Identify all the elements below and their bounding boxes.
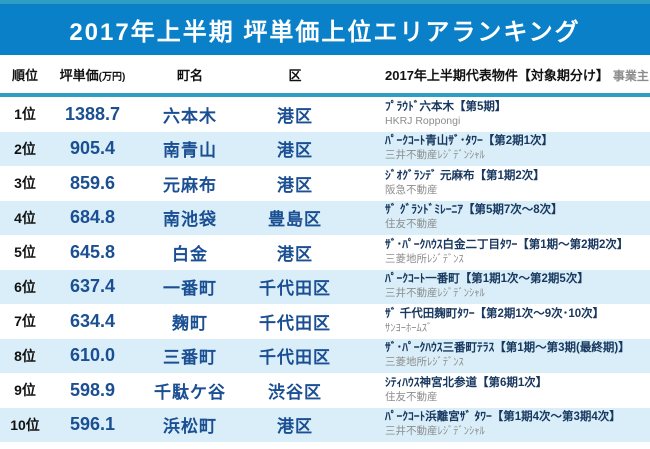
property-cell: ｻﾞ 千代田麹町ﾀﾜｰ【第2期1次～9次･10次】 ｻﾝﾖｰﾎｰﾑｽﾞ [345,307,650,336]
town-cell: 元麻布 [163,175,217,195]
town-cell: 南青山 [163,141,217,161]
ward-cell: 港区 [277,417,313,437]
property-name: ﾊﾟｰｸｺｰﾄ浜離宮ｻﾞ ﾀﾜｰ【第1期4次～第3期4次】 [385,411,621,424]
property-cell: ﾌﾟﾗｳﾄﾞ六本木【第5期】 HKRJ Roppongi [345,100,650,129]
ward-cell: 千代田区 [259,348,331,368]
developer-name: 三井不動産ﾚｼﾞﾃﾞﾝｼｬﾙ [385,149,485,162]
town-cell: 白金 [172,244,208,264]
property-cell: ﾊﾟｰｸｺｰﾄ青山ｻﾞ･ﾀﾜｰ【第2期1次】 三井不動産ﾚｼﾞﾃﾞﾝｼｬﾙ [345,134,650,163]
developer-name: 住友不動産 [385,390,438,403]
town-cell: 浜松町 [163,417,217,437]
property-cell: ﾊﾟｰｸｺｰﾄ浜離宮ｻﾞ ﾀﾜｰ【第1期4次～第3期4次】 三井不動産ﾚｼﾞﾃﾞﾝ… [345,410,650,439]
property-cell: ｻﾞ･ﾊﾟｰｸﾊｳｽ三番町ﾃﾗｽ【第1期～第3期(最終期)】 三菱地所ﾚｼﾞﾃﾞﾝ… [345,341,650,370]
ward-cell: 港区 [277,141,313,161]
developer-name: 三菱地所ﾚｼﾞﾃﾞﾝｽ [385,252,464,265]
price-cell: 596.1 [69,414,116,435]
ward-cell: 渋谷区 [268,382,322,402]
property-name: ﾊﾟｰｸｺｰﾄ一番町【第1期1次～第2期5次】 [385,273,589,286]
price-cell: 610.0 [69,345,116,366]
property-name: ｻﾞ･ﾊﾟｰｸﾊｳｽ白金二丁目ﾀﾜｰ【第1期～第2期2次】 [385,238,629,251]
property-name: ｼﾞｵｸﾞﾗﾝﾃﾞ 元麻布【第1期2次】 [385,169,545,182]
col-header-rank: 順位 [11,67,38,83]
ward-cell: 千代田区 [259,313,331,333]
property-name: ﾊﾟｰｸｺｰﾄ青山ｻﾞ･ﾀﾜｰ【第2期1次】 [385,135,554,148]
col-header-price-main: 坪単価 [59,67,99,83]
col-header-developer: 事業主 [612,68,649,83]
header-separator-line [0,93,650,97]
table-row: 6位 637.4 一番町 千代田区 ﾊﾟｰｸｺｰﾄ一番町【第1期1次～第2期5次】 三井不… [0,269,650,304]
table-row: 3位 859.6 元麻布 港区 ｼﾞｵｸﾞﾗﾝﾃﾞ 元麻布【第1期2次】 阪急不動産 [0,166,650,201]
town-cell: 六本木 [163,106,217,126]
col-header-price: 坪単価(万円) [50,65,135,84]
town-cell: 南池袋 [163,210,217,230]
col-header-town: 町名 [176,67,203,83]
price-cell: 598.9 [69,379,116,400]
ranking-table-body: 1位 1388.7 六本木 港区 ﾌﾟﾗｳﾄﾞ六本木【第5期】 HKRJ Roppongi… [0,97,650,442]
title-banner: 2017年上半期 坪単価上位エリアランキング [0,4,650,55]
rank-cell: 8位 [14,347,36,364]
developer-name: 三井不動産ﾚｼﾞﾃﾞﾝｼｬﾙ [385,425,485,438]
table-row: 10位 596.1 浜松町 港区 ﾊﾟｰｸｺｰﾄ浜離宮ｻﾞ ﾀﾜｰ【第1期4次～第3期4… [0,407,650,442]
ward-cell: 港区 [277,106,313,126]
table-row: 2位 905.4 南青山 港区 ﾊﾟｰｸｺｰﾄ青山ｻﾞ･ﾀﾜｰ【第2期1次】 三井不動産ﾚ… [0,131,650,166]
property-cell: ｻﾞ ｸﾞﾗﾝﾄﾞﾐﾚｰﾆｱ【第5期7次～8次】 住友不動産 [345,203,650,232]
developer-name: 三菱地所ﾚｼﾞﾃﾞﾝｽ [385,356,464,369]
ward-cell: 港区 [277,175,313,195]
rank-cell: 6位 [14,278,36,295]
ward-cell: 豊島区 [268,210,322,230]
table-row: 5位 645.8 白金 港区 ｻﾞ･ﾊﾟｰｸﾊｳｽ白金二丁目ﾀﾜｰ【第1期～第2期2次】… [0,235,650,270]
price-cell: 634.4 [69,310,116,331]
developer-name: 三井不動産ﾚｼﾞﾃﾞﾝｼｬﾙ [385,287,485,300]
property-name: ｻﾞ 千代田麹町ﾀﾜｰ【第2期1次～9次･10次】 [385,307,605,320]
table-header-row: 順位 坪単価(万円) 町名 区 2017年上半期代表物件【対象期分け】 事業主 [0,55,650,93]
property-cell: ｼﾞｵｸﾞﾗﾝﾃﾞ 元麻布【第1期2次】 阪急不動産 [345,169,650,198]
price-cell: 859.6 [69,172,116,193]
col-header-property-main: 2017年上半期代表物件【対象期分け】 [385,67,609,83]
town-cell: 麹町 [172,313,208,333]
table-row: 9位 598.9 千駄ケ谷 渋谷区 ｼﾃｨﾊｳｽ神宮北参道【第6期1次】 住友不動産 [0,373,650,408]
developer-name: 住友不動産 [385,218,438,231]
rank-cell: 10位 [10,416,40,433]
top-accent-stripe [0,0,650,4]
col-header-price-unit: (万円) [98,71,126,83]
developer-name: HKRJ Roppongi [385,114,461,127]
property-name: ｻﾞ ｸﾞﾗﾝﾄﾞﾐﾚｰﾆｱ【第5期7次～8次】 [385,204,563,217]
price-cell: 645.8 [69,241,116,262]
ward-cell: 港区 [277,244,313,264]
price-cell: 637.4 [69,276,116,297]
property-cell: ｻﾞ･ﾊﾟｰｸﾊｳｽ白金二丁目ﾀﾜｰ【第1期～第2期2次】 三菱地所ﾚｼﾞﾃﾞﾝｽ [345,238,650,267]
rank-cell: 7位 [14,313,36,330]
table-row: 7位 634.4 麹町 千代田区 ｻﾞ 千代田麹町ﾀﾜｰ【第2期1次～9次･10次】 ｻﾝ… [0,304,650,339]
property-cell: ﾊﾟｰｸｺｰﾄ一番町【第1期1次～第2期5次】 三井不動産ﾚｼﾞﾃﾞﾝｼｬﾙ [345,272,650,301]
town-cell: 一番町 [163,279,217,299]
col-header-ward: 区 [288,67,302,83]
rank-cell: 9位 [14,382,36,399]
ward-cell: 千代田区 [259,279,331,299]
price-cell: 905.4 [69,138,116,159]
town-cell: 千駄ケ谷 [154,382,226,402]
property-name: ﾌﾟﾗｳﾄﾞ六本木【第5期】 [385,100,507,113]
developer-name: ｻﾝﾖｰﾎｰﾑｽﾞ [385,321,433,334]
property-cell: ｼﾃｨﾊｳｽ神宮北参道【第6期1次】 住友不動産 [345,376,650,405]
developer-name: 阪急不動産 [385,183,438,196]
table-row: 1位 1388.7 六本木 港区 ﾌﾟﾗｳﾄﾞ六本木【第5期】 HKRJ Roppongi [0,97,650,132]
price-cell: 1388.7 [64,103,121,124]
page-title: 2017年上半期 坪単価上位エリアランキング [69,19,581,46]
rank-cell: 3位 [14,175,36,192]
property-name: ｼﾃｨﾊｳｽ神宮北参道【第6期1次】 [385,376,548,389]
property-name: ｻﾞ･ﾊﾟｰｸﾊｳｽ三番町ﾃﾗｽ【第1期～第3期(最終期)】 [385,342,630,355]
price-cell: 684.8 [69,207,116,228]
table-row: 8位 610.0 三番町 千代田区 ｻﾞ･ﾊﾟｰｸﾊｳｽ三番町ﾃﾗｽ【第1期～第3期(最… [0,338,650,373]
town-cell: 三番町 [163,348,217,368]
rank-cell: 1位 [14,106,36,123]
table-row: 4位 684.8 南池袋 豊島区 ｻﾞ ｸﾞﾗﾝﾄﾞﾐﾚｰﾆｱ【第5期7次～8次】 住友不… [0,200,650,235]
rank-cell: 5位 [14,244,36,261]
col-header-property: 2017年上半期代表物件【対象期分け】 事業主 [345,65,650,84]
rank-cell: 4位 [14,209,36,226]
rank-cell: 2位 [14,140,36,157]
